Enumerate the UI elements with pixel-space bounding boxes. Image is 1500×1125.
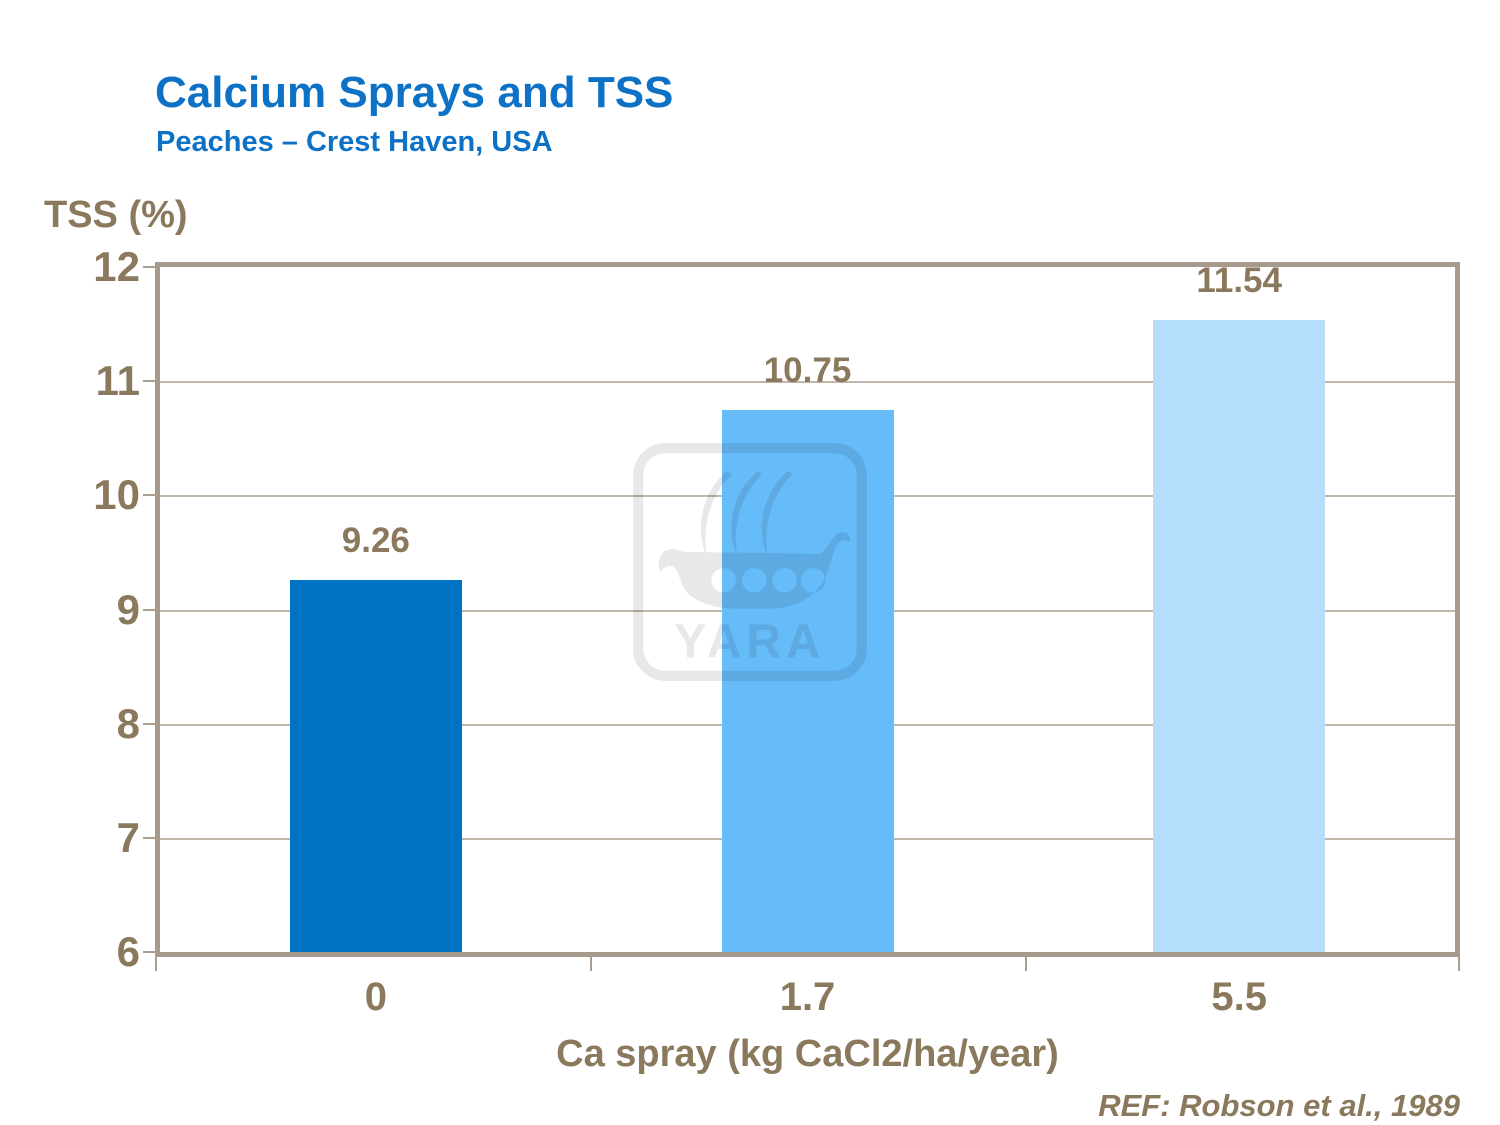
y-axis-label-9: 9 (116, 585, 140, 633)
x-axis-label-0: 0 (364, 975, 387, 1019)
x-axis-title: Ca spray (kg CaCl2/ha/year) (556, 1033, 1059, 1075)
y-axis-label-8: 8 (116, 699, 140, 747)
bar-0 (289, 579, 462, 952)
gridline-y-11 (160, 381, 1455, 384)
x-tick-3 (1458, 957, 1460, 971)
bar-value-label-1.7: 10.75 (763, 350, 852, 390)
x-axis-label-1.7: 1.7 (779, 975, 836, 1019)
reference-text: REF: Robson et al., 1989 (1098, 1088, 1460, 1123)
x-axis-label-5.5: 5.5 (1211, 975, 1267, 1019)
y-axis-title: TSS (%) (44, 194, 188, 236)
y-axis-label-12: 12 (93, 243, 140, 290)
bar-value-label-5.5: 11.54 (1196, 260, 1282, 300)
y-tick-10 (143, 494, 157, 497)
y-axis-label-10: 10 (93, 471, 140, 519)
plot-area: 9.26 10.75 11.54 (155, 260, 1460, 957)
x-tick-2 (1025, 957, 1027, 971)
chart-title: Calcium Sprays and TSS (155, 68, 674, 117)
y-tick-6 (143, 951, 157, 953)
bar-value-label-0: 9.26 (341, 520, 410, 560)
y-axis-label-11: 11 (95, 357, 140, 405)
chart-subtitle: Peaches – Crest Haven, USA (156, 126, 553, 158)
bar-1.7 (721, 409, 894, 952)
x-tick-0 (155, 957, 157, 971)
y-tick-8 (143, 722, 157, 725)
y-tick-9 (143, 608, 157, 611)
y-tick-11 (143, 380, 157, 383)
bar-5.5 (1153, 319, 1326, 952)
y-axis-label-7: 7 (116, 813, 140, 861)
y-axis-label-6: 6 (116, 928, 140, 975)
y-tick-12 (143, 266, 157, 268)
y-tick-7 (143, 836, 157, 839)
x-tick-1 (590, 957, 592, 971)
